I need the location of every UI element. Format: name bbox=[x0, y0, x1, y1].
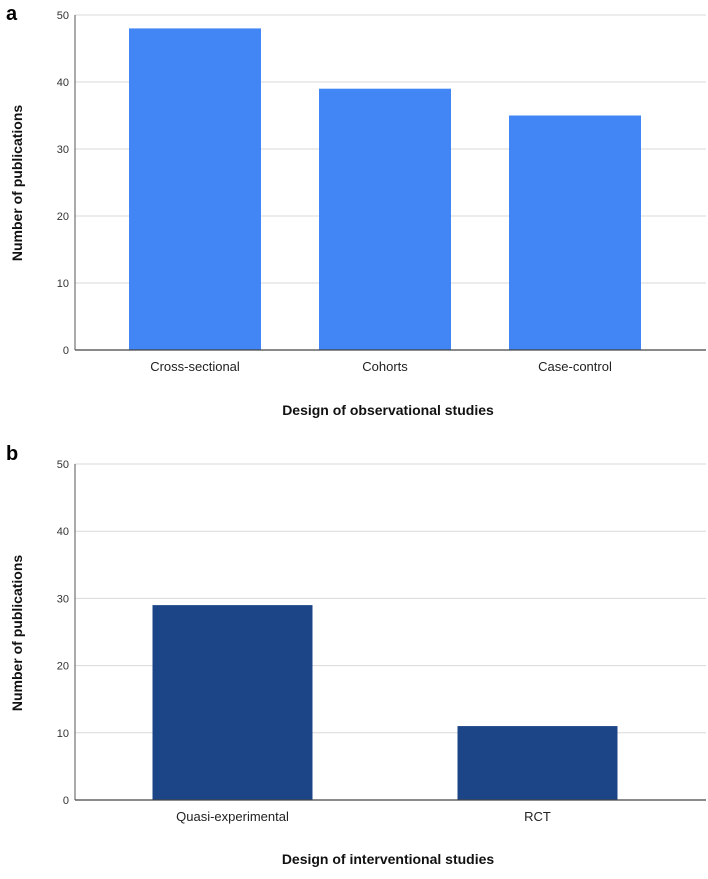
chart-b-interventional: b Number of publications Design of inter… bbox=[6, 443, 706, 867]
bar bbox=[457, 726, 618, 800]
y-axis-title-b: Number of publications bbox=[9, 555, 25, 712]
y-tick-label: 50 bbox=[57, 459, 69, 471]
bar bbox=[129, 28, 261, 351]
x-tick-label: RCT bbox=[524, 809, 551, 824]
panel-label-b: b bbox=[6, 443, 18, 465]
x-tick-label: Case-control bbox=[538, 359, 612, 374]
y-tick-label: 30 bbox=[57, 593, 69, 605]
y-tick-label: 50 bbox=[57, 10, 69, 22]
chart-a-observational: a Number of publications Design of obser… bbox=[6, 3, 706, 418]
x-tick-label: Quasi-experimental bbox=[176, 809, 289, 824]
bar bbox=[319, 88, 451, 350]
y-axis-title-a: Number of publications bbox=[9, 105, 25, 262]
y-tick-label: 0 bbox=[63, 795, 69, 807]
y-tick-label: 20 bbox=[57, 211, 69, 223]
x-tick-label: Cohorts bbox=[362, 359, 408, 374]
x-tick-label: Cross-sectional bbox=[150, 359, 240, 374]
bar bbox=[509, 115, 641, 350]
y-tick-label: 10 bbox=[57, 728, 69, 740]
y-tick-label: 30 bbox=[57, 144, 69, 156]
y-tick-label: 40 bbox=[57, 526, 69, 538]
bar bbox=[152, 605, 313, 800]
y-tick-label: 10 bbox=[57, 278, 69, 290]
y-tick-label: 20 bbox=[57, 661, 69, 673]
panel-label-a: a bbox=[6, 3, 18, 25]
x-axis-title-b: Design of interventional studies bbox=[282, 851, 495, 867]
x-axis-title-a: Design of observational studies bbox=[282, 402, 494, 418]
y-tick-label: 0 bbox=[63, 345, 69, 357]
y-tick-label: 40 bbox=[57, 77, 69, 89]
